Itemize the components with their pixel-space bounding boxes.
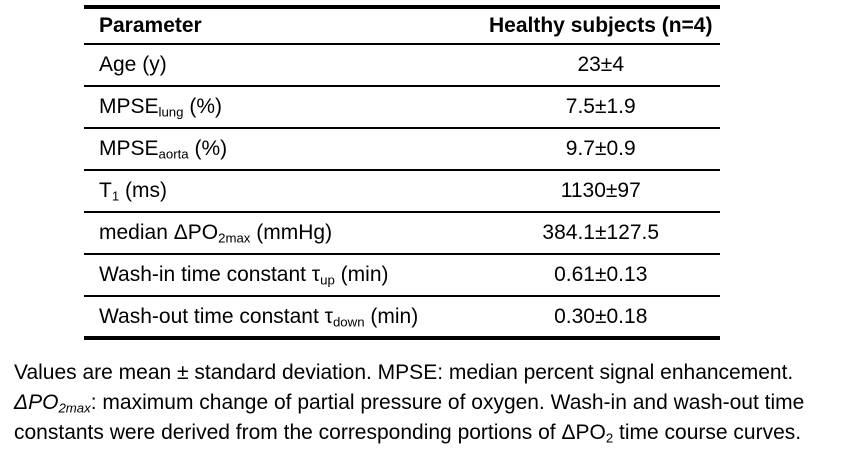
- text-segment: Wash-out time constant τ: [99, 304, 333, 328]
- text-segment: ΔPO: [14, 391, 59, 414]
- parameter-cell: Wash-in time constant τup (min): [84, 254, 482, 297]
- text-segment: : maximum change of partial pressure of …: [90, 391, 805, 414]
- table-row: T1 (ms) 1130±97: [84, 170, 720, 213]
- text-segment: (min): [364, 304, 419, 328]
- table-header-row: Parameter Healthy subjects (n=4): [84, 7, 720, 45]
- table-row: Wash-in time constant τup (min) 0.61±0.13: [84, 254, 720, 297]
- parameter-cell: MPSEaorta (%): [84, 128, 482, 171]
- caption-line: ΔPO2max: maximum change of partial press…: [14, 388, 832, 418]
- subscript-text: lung: [158, 104, 184, 120]
- parameter-cell: Age (y): [84, 44, 482, 87]
- subscript-text: 2max: [58, 400, 91, 416]
- subscript-text: down: [332, 313, 365, 329]
- value-cell: 384.1±127.5: [481, 212, 720, 255]
- text-segment: T: [99, 179, 112, 202]
- caption-line: constants were derived from the correspo…: [14, 418, 832, 448]
- text-segment: (%): [188, 137, 228, 160]
- parameter-cell: Wash-out time constant τdown (min): [84, 296, 482, 338]
- text-segment: median ΔPO: [99, 221, 219, 244]
- value-cell: 23±4: [481, 44, 720, 87]
- table-row: MPSEaorta (%) 9.7±0.9: [84, 128, 720, 171]
- text-segment: (%): [183, 95, 223, 118]
- text-segment: Values are mean ± standard deviation. MP…: [14, 361, 794, 384]
- text-segment: Wash-in time constant τ: [99, 263, 321, 286]
- parameter-cell: median ΔPO2max (mmHg): [84, 212, 482, 255]
- value-cell: 1130±97: [481, 170, 720, 213]
- text-segment: MPSE: [99, 137, 159, 160]
- table-row: MPSElung (%) 7.5±1.9: [84, 86, 720, 129]
- subscript-text: up: [320, 272, 335, 288]
- value-cell: 0.61±0.13: [481, 254, 720, 297]
- table-row: Age (y) 23±4: [84, 44, 720, 87]
- subscript-text: 1: [111, 188, 120, 204]
- text-segment: (ms): [119, 179, 168, 202]
- subscript-text: 2: [605, 430, 614, 446]
- parameter-cell: T1 (ms): [84, 170, 482, 213]
- results-table: Parameter Healthy subjects (n=4) Age (y)…: [84, 5, 720, 340]
- text-segment: constants were derived from the correspo…: [14, 421, 606, 444]
- table-row: Wash-out time constant τdown (min) 0.30±0…: [84, 296, 720, 338]
- text-segment: (mmHg): [250, 221, 333, 244]
- subscript-text: aorta: [158, 146, 189, 162]
- text-segment: MPSE: [99, 95, 159, 118]
- value-cell: 7.5±1.9: [481, 86, 720, 129]
- value-cell: 9.7±0.9: [481, 128, 720, 171]
- subscript-text: 2max: [218, 230, 251, 246]
- value-cell: 0.30±0.18: [554, 304, 648, 328]
- column-header-parameter: Parameter: [84, 7, 482, 45]
- caption-line: Values are mean ± standard deviation. MP…: [14, 358, 832, 388]
- table-row: median ΔPO2max (mmHg) 384.1±127.5: [84, 212, 720, 255]
- column-header-healthy-subjects: Healthy subjects (n=4): [481, 7, 720, 45]
- text-segment: Age (y): [99, 53, 167, 76]
- parameter-cell: MPSElung (%): [84, 86, 482, 129]
- text-segment: time course curves.: [613, 421, 802, 444]
- text-segment: (min): [334, 263, 389, 286]
- table-caption: Values are mean ± standard deviation. MP…: [14, 358, 832, 448]
